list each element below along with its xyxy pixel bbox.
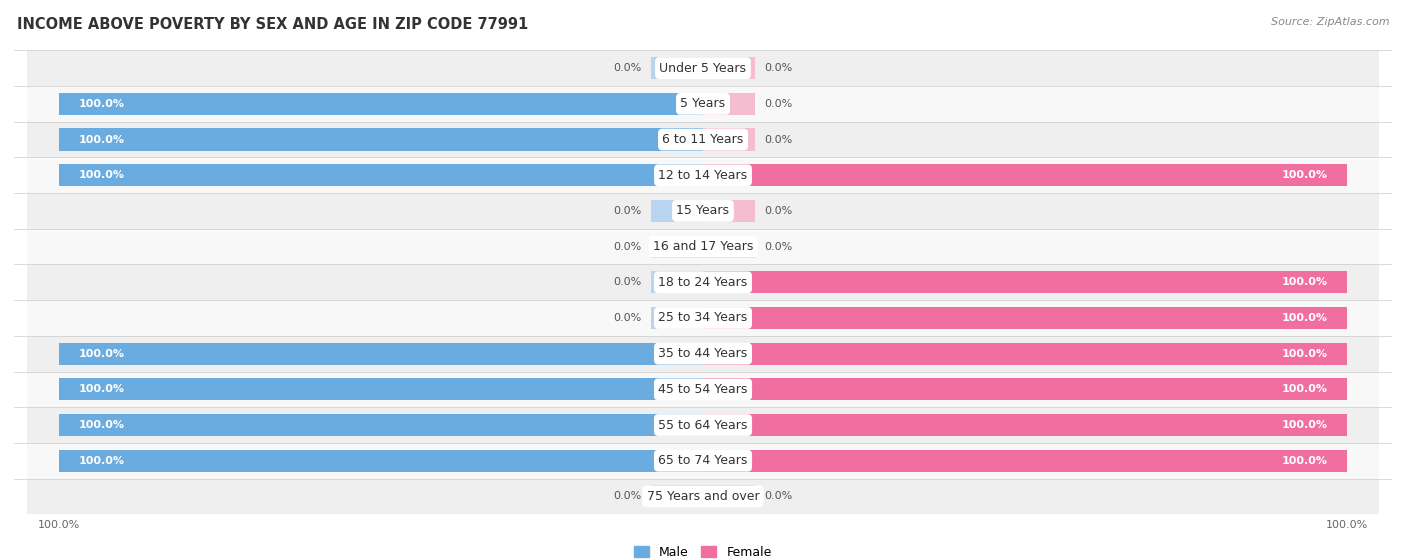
Bar: [651, 485, 703, 508]
Bar: [703, 57, 755, 79]
Bar: [651, 307, 703, 329]
Text: 100.0%: 100.0%: [79, 456, 125, 466]
Bar: [27, 122, 1379, 158]
Text: 100.0%: 100.0%: [79, 135, 125, 145]
Text: 100.0%: 100.0%: [1281, 313, 1327, 323]
Text: 25 to 34 Years: 25 to 34 Years: [658, 311, 748, 324]
Bar: [703, 449, 1347, 472]
Text: 0.0%: 0.0%: [765, 63, 793, 73]
Text: 100.0%: 100.0%: [79, 99, 125, 109]
Bar: [651, 271, 703, 293]
Bar: [27, 300, 1379, 336]
Text: INCOME ABOVE POVERTY BY SEX AND AGE IN ZIP CODE 77991: INCOME ABOVE POVERTY BY SEX AND AGE IN Z…: [17, 17, 529, 32]
Text: 0.0%: 0.0%: [765, 206, 793, 216]
Text: 16 and 17 Years: 16 and 17 Years: [652, 240, 754, 253]
Text: 0.0%: 0.0%: [765, 241, 793, 252]
Bar: [27, 264, 1379, 300]
Text: 0.0%: 0.0%: [613, 63, 641, 73]
Bar: [59, 164, 703, 186]
Text: 35 to 44 Years: 35 to 44 Years: [658, 347, 748, 360]
Bar: [703, 164, 1347, 186]
Bar: [703, 271, 1347, 293]
Text: 100.0%: 100.0%: [1281, 385, 1327, 394]
Bar: [27, 158, 1379, 193]
Text: 0.0%: 0.0%: [613, 313, 641, 323]
Bar: [27, 229, 1379, 264]
Bar: [703, 307, 1347, 329]
Text: 0.0%: 0.0%: [765, 135, 793, 145]
Text: 0.0%: 0.0%: [613, 277, 641, 287]
Text: 100.0%: 100.0%: [79, 385, 125, 394]
Bar: [703, 129, 755, 150]
Bar: [27, 50, 1379, 86]
Bar: [27, 443, 1379, 479]
Bar: [703, 200, 755, 222]
Text: 75 Years and over: 75 Years and over: [647, 490, 759, 503]
Bar: [703, 93, 755, 115]
Text: 100.0%: 100.0%: [79, 349, 125, 359]
Text: 45 to 54 Years: 45 to 54 Years: [658, 383, 748, 396]
Bar: [27, 193, 1379, 229]
Bar: [27, 372, 1379, 407]
Bar: [27, 86, 1379, 122]
Bar: [27, 479, 1379, 514]
Text: 100.0%: 100.0%: [1281, 456, 1327, 466]
Text: 0.0%: 0.0%: [613, 241, 641, 252]
Text: 100.0%: 100.0%: [1281, 420, 1327, 430]
Text: 6 to 11 Years: 6 to 11 Years: [662, 133, 744, 146]
Bar: [27, 336, 1379, 372]
Bar: [703, 343, 1347, 364]
Text: Under 5 Years: Under 5 Years: [659, 61, 747, 75]
Text: 0.0%: 0.0%: [765, 491, 793, 501]
Bar: [651, 235, 703, 258]
Bar: [27, 407, 1379, 443]
Bar: [703, 414, 1347, 436]
Bar: [59, 414, 703, 436]
Bar: [59, 378, 703, 400]
Text: 15 Years: 15 Years: [676, 205, 730, 217]
Text: Source: ZipAtlas.com: Source: ZipAtlas.com: [1271, 17, 1389, 27]
Bar: [59, 93, 703, 115]
Text: 5 Years: 5 Years: [681, 97, 725, 110]
Text: 0.0%: 0.0%: [613, 206, 641, 216]
Bar: [59, 449, 703, 472]
Bar: [59, 343, 703, 364]
Bar: [651, 57, 703, 79]
Bar: [703, 485, 755, 508]
Bar: [703, 378, 1347, 400]
Text: 18 to 24 Years: 18 to 24 Years: [658, 276, 748, 289]
Text: 100.0%: 100.0%: [1281, 277, 1327, 287]
Bar: [703, 235, 755, 258]
Bar: [59, 129, 703, 150]
Text: 100.0%: 100.0%: [79, 420, 125, 430]
Text: 12 to 14 Years: 12 to 14 Years: [658, 169, 748, 182]
Text: 0.0%: 0.0%: [765, 99, 793, 109]
Text: 100.0%: 100.0%: [1281, 170, 1327, 180]
Text: 65 to 74 Years: 65 to 74 Years: [658, 454, 748, 467]
Legend: Male, Female: Male, Female: [630, 541, 776, 559]
Text: 55 to 64 Years: 55 to 64 Years: [658, 419, 748, 432]
Bar: [651, 200, 703, 222]
Text: 0.0%: 0.0%: [613, 491, 641, 501]
Text: 100.0%: 100.0%: [79, 170, 125, 180]
Text: 100.0%: 100.0%: [1281, 349, 1327, 359]
